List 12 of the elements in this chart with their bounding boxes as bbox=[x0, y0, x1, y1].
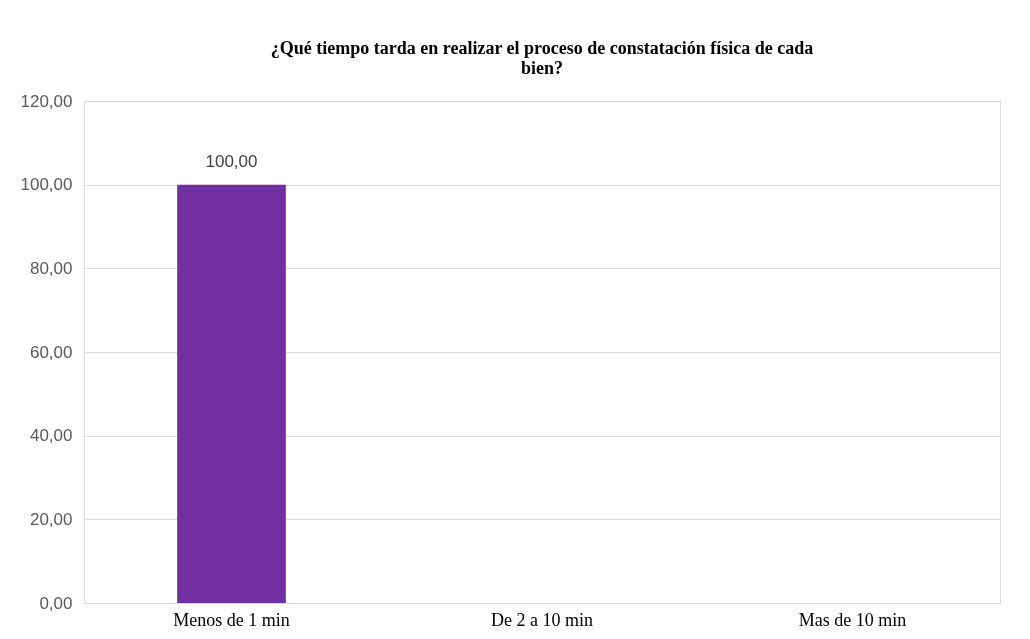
chart-title: ¿Qué tiempo tarda en realizar el proceso de constatación física de cada bien? bbox=[270, 38, 814, 78]
y-tick-label: 40,00 bbox=[29, 426, 73, 446]
x-tick-label: De 2 a 10 min bbox=[491, 609, 593, 630]
x-tick-label: Mas de 10 min bbox=[798, 609, 907, 630]
y-tick-label: 100,00 bbox=[20, 175, 73, 195]
y-tick-label: 20,00 bbox=[29, 509, 73, 529]
x-tick-label: Menos de 1 min bbox=[173, 609, 290, 630]
y-tick-label: 120,00 bbox=[20, 91, 73, 111]
y-tick-label: 60,00 bbox=[29, 342, 73, 362]
y-tick-label: 0,00 bbox=[39, 593, 73, 613]
y-tick-label: 80,00 bbox=[29, 258, 73, 278]
data-label: 100,00 bbox=[205, 151, 258, 171]
